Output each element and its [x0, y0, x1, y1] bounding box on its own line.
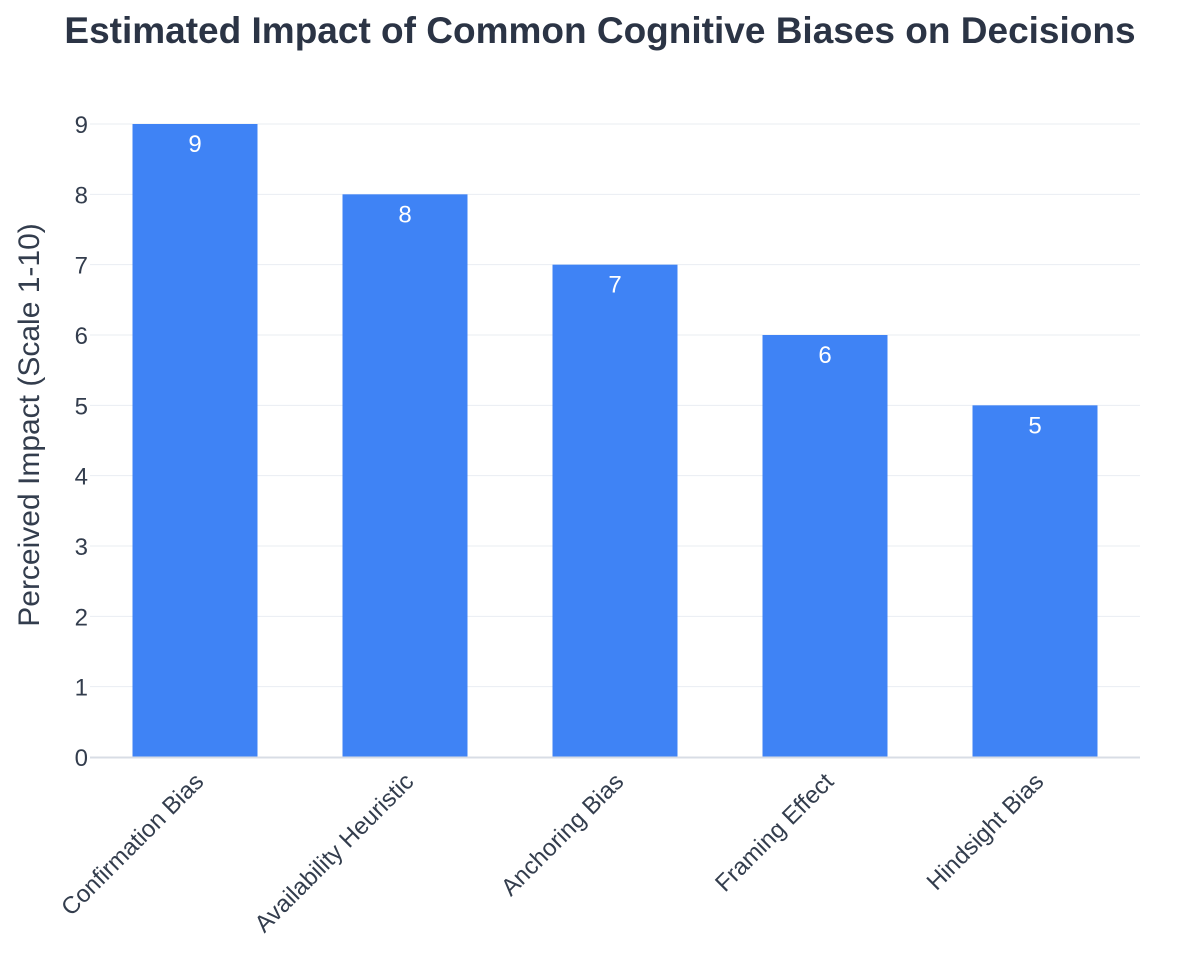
bar [342, 194, 468, 758]
y-tick-label: 5 [75, 393, 88, 420]
data-labels: 9 8 7 6 5 [188, 131, 1041, 439]
y-tick-label: 4 [75, 464, 88, 491]
bar [132, 124, 258, 757]
data-label: 9 [188, 131, 201, 158]
chart-title: Estimated Impact of Common Cognitive Bia… [64, 10, 1136, 51]
x-tick-label: Confirmation Bias [56, 768, 209, 921]
x-tick-label: Availability Heuristic [250, 768, 420, 938]
bar [972, 405, 1098, 757]
data-label: 6 [818, 342, 831, 369]
y-tick-label: 3 [75, 534, 88, 561]
data-label: 5 [1028, 412, 1041, 439]
y-tick-label: 0 [75, 745, 88, 772]
x-tick-label: Framing Effect [710, 768, 839, 897]
y-axis-title: Perceived Impact (Scale 1-10) [13, 223, 46, 627]
x-tick-label: Anchoring Bias [496, 768, 629, 901]
y-tick-label: 8 [75, 182, 88, 209]
y-tick-label: 2 [75, 604, 88, 631]
y-tick-label: 6 [75, 323, 88, 350]
y-tick-label: 1 [75, 675, 88, 702]
bars [132, 124, 1098, 758]
y-tick-label: 9 [75, 112, 88, 139]
y-tick-label: 7 [75, 253, 88, 280]
data-label: 7 [608, 272, 621, 299]
bar [762, 335, 888, 757]
x-tick-label: Hindsight Bias [922, 768, 1050, 896]
bar [552, 264, 678, 757]
data-label: 8 [398, 201, 411, 228]
